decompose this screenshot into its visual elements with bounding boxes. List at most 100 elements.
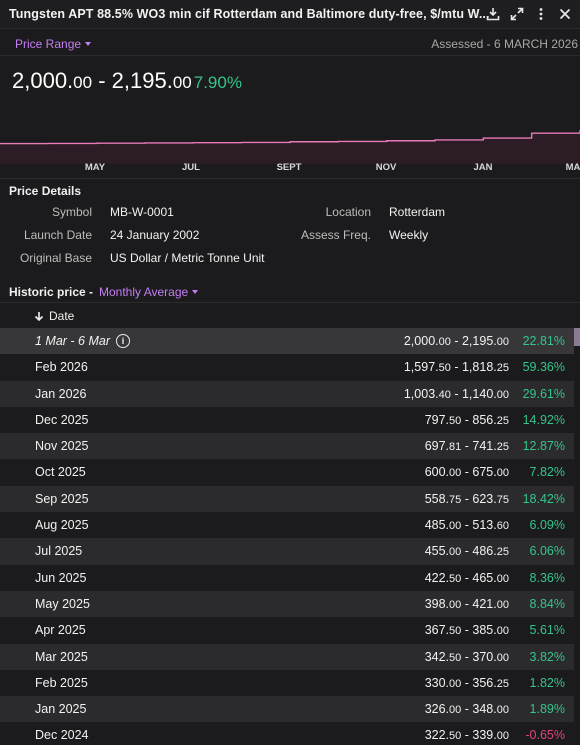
chevron-down-icon <box>192 290 199 294</box>
table-row[interactable]: Sep 2025 558.75 - 623.75 18.42% <box>0 485 574 513</box>
row-date: Mar 2025 <box>35 650 88 664</box>
table-row[interactable]: Feb 2025 330.00 - 356.25 1.82% <box>0 669 574 697</box>
row-separator: - <box>461 518 473 533</box>
row-change: 5.61% <box>529 623 565 638</box>
row-high-dec: 00 <box>496 336 509 348</box>
row-date-label: Oct 2025 <box>35 465 86 480</box>
row-change: 29.61% <box>522 386 565 401</box>
row-change: 8.84% <box>529 596 565 611</box>
row-low-int: 600. <box>424 465 450 480</box>
chart-area <box>0 130 580 164</box>
table-row[interactable]: Mar 2025 342.50 - 370.00 3.82% <box>0 643 574 670</box>
info-icon[interactable]: i <box>116 334 131 348</box>
table-row[interactable]: 1 Mar - 6 Mar i 2,000.00 - 2,195.00 22.81% <box>0 328 574 355</box>
row-date: Dec 2025 <box>35 413 89 427</box>
launch-date-label: Launch Date <box>23 228 92 242</box>
more-icon[interactable] <box>532 5 550 23</box>
row-separator: - <box>461 465 473 480</box>
row-change: 7.82% <box>529 465 565 480</box>
row-price-range: 322.50 - 339.00 <box>425 728 509 742</box>
date-column-header[interactable]: Date <box>34 309 74 323</box>
table-row[interactable]: Jan 2026 1,003.40 - 1,140.00 29.61% <box>0 380 574 407</box>
row-date-label: Jun 2025 <box>35 570 87 585</box>
row-low-dec: 50 <box>449 414 462 427</box>
row-low-dec: 00 <box>449 704 462 717</box>
row-date: Feb 2025 <box>35 676 88 690</box>
row-high-dec: 00 <box>496 572 509 585</box>
scrollbar-thumb[interactable] <box>574 328 580 346</box>
x-tick-label: SEPT <box>276 162 302 173</box>
row-low-dec: 75 <box>449 493 462 506</box>
row-separator: - <box>461 649 473 664</box>
row-high-int: 623. <box>472 491 497 506</box>
expand-icon[interactable] <box>508 5 526 23</box>
location-value: Rotterdam <box>389 205 446 219</box>
row-low-dec: 00 <box>438 336 451 348</box>
price-chart[interactable] <box>0 104 580 164</box>
row-high-int: 356. <box>472 675 497 690</box>
row-date: Jul 2025 <box>35 544 82 558</box>
row-low-int: 367. <box>424 623 450 638</box>
row-change: 12.87% <box>522 439 565 454</box>
table-row[interactable]: Oct 2025 600.00 - 675.00 7.82% <box>0 459 574 486</box>
row-low-dec: 81 <box>449 441 462 454</box>
price-details-title: Price Details <box>9 184 82 198</box>
x-tick-label: JUL <box>182 162 200 173</box>
chart-x-axis: MAY JUL SEPT NOV JAN MA <box>0 162 580 176</box>
symbol-label: Symbol <box>51 205 92 219</box>
headline-low-dec: 00 <box>73 73 93 92</box>
original-base-label: Original Base <box>19 251 92 265</box>
chevron-down-icon <box>85 42 92 46</box>
row-date-label: Dec 2025 <box>35 412 89 427</box>
row-separator: - <box>461 728 473 743</box>
headline-change: 7.90% <box>193 73 242 92</box>
download-icon[interactable] <box>484 5 502 23</box>
row-low-dec: 00 <box>449 467 462 480</box>
headline-price: 2,000.00 - 2,195.00 7.90% <box>12 68 242 94</box>
headline-sep: - <box>92 68 112 93</box>
row-high-int: 675. <box>472 465 497 480</box>
table-row[interactable]: Feb 2026 1,597.50 - 1,818.25 59.36% <box>0 354 574 381</box>
row-separator: - <box>461 570 473 585</box>
price-range-dropdown[interactable]: Price Range <box>15 37 92 51</box>
table-row[interactable]: Apr 2025 367.50 - 385.00 5.61% <box>0 617 574 644</box>
row-price-range: 342.50 - 370.00 <box>425 650 509 664</box>
table-row[interactable]: Nov 2025 697.81 - 741.25 12.87% <box>0 433 574 460</box>
table-row[interactable]: Jun 2025 422.50 - 465.00 8.36% <box>0 564 574 591</box>
assess-freq-value: Weekly <box>389 228 429 242</box>
row-low-dec: 00 <box>449 598 462 611</box>
row-price-range: 330.00 - 356.25 <box>425 676 509 690</box>
table-row[interactable]: Jan 2025 326.00 - 348.00 1.89% <box>0 696 574 723</box>
table-row[interactable]: May 2025 398.00 - 421.00 8.84% <box>0 590 574 618</box>
row-date: May 2025 <box>35 597 90 611</box>
row-date: Jan 2026 <box>35 387 86 401</box>
row-separator: - <box>461 491 473 506</box>
title-bar-actions <box>484 5 574 23</box>
table-row[interactable]: Dec 2025 797.50 - 856.25 14.92% <box>0 406 574 434</box>
row-price-range: 797.50 - 856.25 <box>425 413 509 427</box>
row-date-label: Dec 2024 <box>35 728 89 743</box>
row-separator: - <box>450 360 462 375</box>
close-icon[interactable] <box>556 5 574 23</box>
window-title: Tungsten APT 88.5% WO3 min cif Rotterdam… <box>9 7 490 21</box>
original-base-value: US Dollar / Metric Tonne Unit <box>110 251 265 265</box>
row-high-int: 465. <box>472 570 497 585</box>
table-row[interactable]: Jul 2025 455.00 - 486.25 6.06% <box>0 538 574 565</box>
row-low-int: 697. <box>424 439 450 454</box>
history-mode-dropdown[interactable]: Monthly Average <box>99 285 199 299</box>
table-row[interactable]: Aug 2025 485.00 - 513.60 6.09% <box>0 512 574 539</box>
x-tick-label: MA <box>565 162 580 173</box>
row-price-range: 485.00 - 513.60 <box>425 518 509 532</box>
row-date: Dec 2024 <box>35 728 89 742</box>
row-high-int: 1,818. <box>461 360 497 375</box>
row-date-label: Nov 2025 <box>35 439 89 454</box>
row-high-dec: 00 <box>496 704 509 717</box>
table-row[interactable]: Dec 2024 322.50 - 339.00 -0.65% <box>0 722 574 745</box>
row-date-label: May 2025 <box>35 596 90 611</box>
location-label: Location <box>325 205 371 219</box>
row-high-int: 856. <box>472 412 497 427</box>
row-low-dec: 50 <box>449 651 462 664</box>
row-low-dec: 50 <box>449 625 462 638</box>
row-low-int: 322. <box>424 728 450 743</box>
row-low-dec: 00 <box>449 677 462 690</box>
